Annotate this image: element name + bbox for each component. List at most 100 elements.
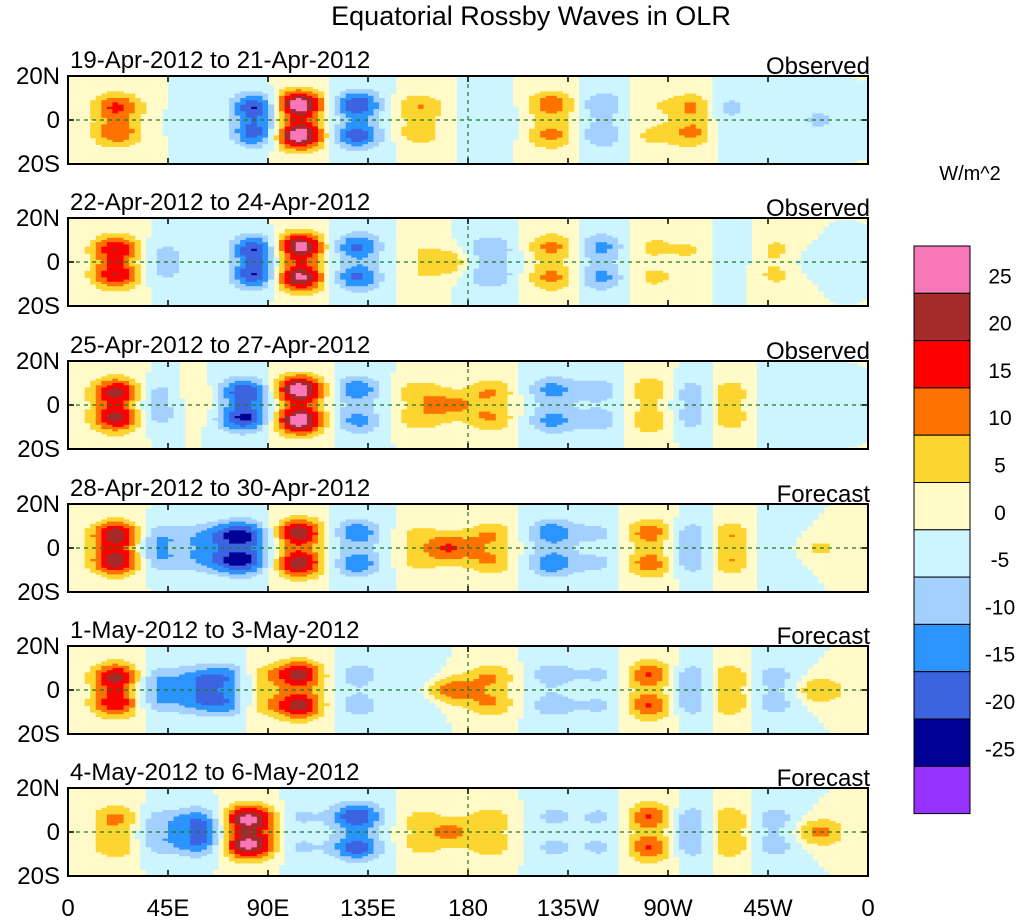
olr-cell	[368, 102, 375, 106]
olr-cell	[173, 106, 180, 110]
olr-cell	[612, 76, 619, 79]
olr-cell	[590, 150, 597, 154]
olr-cell	[201, 139, 208, 143]
olr-cell	[384, 115, 391, 119]
olr-cell	[823, 124, 830, 128]
olr-cell	[173, 139, 180, 143]
olr-cell	[484, 102, 491, 106]
olr-cell	[723, 93, 730, 97]
olr-cell	[262, 131, 269, 134]
olr-cell	[695, 102, 702, 106]
olr-cell	[718, 117, 725, 121]
olr-cell	[490, 146, 497, 150]
olr-cell	[545, 122, 552, 125]
olr-cell	[606, 124, 614, 128]
olr-cell	[779, 100, 786, 103]
olr-cell	[301, 139, 308, 143]
olr-cell	[662, 122, 669, 125]
olr-cell	[195, 126, 202, 130]
olr-cell	[201, 153, 208, 156]
olr-cell	[306, 122, 314, 125]
olr-cell	[329, 126, 336, 130]
olr-cell	[534, 135, 541, 139]
olr-cell	[384, 126, 391, 130]
olr-cell	[206, 277, 214, 281]
olr-cell	[490, 111, 497, 114]
olr-cell	[123, 113, 130, 117]
olr-cell	[462, 131, 469, 134]
olr-cell	[173, 157, 180, 161]
olr-cell	[606, 135, 614, 139]
olr-cell	[373, 133, 380, 136]
olr-cell	[779, 93, 786, 97]
olr-cell	[718, 82, 725, 86]
olr-cell	[362, 148, 369, 152]
olr-cell	[818, 155, 825, 158]
olr-cell	[612, 115, 619, 119]
olr-cell	[173, 255, 180, 259]
olr-cell	[101, 93, 108, 97]
olr-cell	[251, 155, 258, 158]
olr-cell	[218, 286, 225, 289]
olr-cell	[673, 113, 680, 117]
olr-cell	[556, 137, 564, 141]
olr-cell	[684, 102, 691, 106]
olr-cell	[806, 113, 814, 117]
olr-cell	[534, 144, 541, 147]
olr-cell	[295, 148, 302, 152]
olr-cell	[95, 257, 102, 261]
olr-cell	[401, 115, 408, 119]
olr-cell	[184, 135, 191, 139]
olr-cell	[173, 115, 180, 119]
olr-cell	[812, 131, 819, 134]
olr-cell	[162, 229, 169, 232]
olr-cell	[473, 87, 480, 90]
olr-cell	[201, 303, 208, 306]
olr-cell	[218, 299, 225, 303]
olr-cell	[112, 266, 119, 270]
olr-cell	[245, 226, 252, 230]
olr-cell	[162, 115, 169, 119]
olr-cell	[184, 95, 191, 99]
olr-cell	[334, 157, 341, 161]
olr-cell	[579, 117, 586, 121]
olr-cell	[151, 295, 158, 298]
olr-cell	[556, 126, 564, 130]
olr-cell	[156, 231, 164, 234]
olr-cell	[184, 270, 191, 274]
olr-cell	[334, 102, 341, 106]
olr-cell	[751, 87, 758, 90]
olr-cell	[179, 262, 186, 265]
olr-cell	[329, 87, 336, 90]
olr-cell	[756, 155, 764, 158]
olr-cell	[540, 102, 547, 106]
olr-cell	[840, 102, 847, 106]
olr-cell	[745, 131, 752, 134]
olr-cell	[362, 87, 369, 90]
olr-cell	[179, 273, 186, 276]
olr-cell	[301, 135, 308, 139]
olr-cell	[229, 277, 236, 281]
olr-cell	[595, 146, 602, 150]
olr-cell	[840, 139, 847, 143]
olr-cell	[579, 89, 586, 92]
olr-cell	[818, 153, 825, 156]
olr-cell	[168, 89, 175, 92]
olr-cell	[379, 153, 386, 156]
olr-cell	[184, 273, 191, 276]
olr-cell	[279, 126, 286, 130]
olr-cell	[168, 290, 175, 294]
olr-cell	[234, 220, 241, 223]
olr-cell	[223, 281, 230, 285]
olr-cell	[551, 106, 558, 110]
olr-cell	[345, 150, 352, 154]
olr-cell	[106, 284, 114, 287]
olr-cell	[856, 153, 864, 156]
olr-cell	[251, 157, 258, 161]
olr-cell	[312, 115, 319, 119]
olr-cell	[618, 153, 625, 156]
olr-cell	[718, 155, 725, 158]
olr-cell	[406, 111, 414, 114]
olr-cell	[362, 161, 369, 164]
olr-cell	[551, 146, 558, 150]
